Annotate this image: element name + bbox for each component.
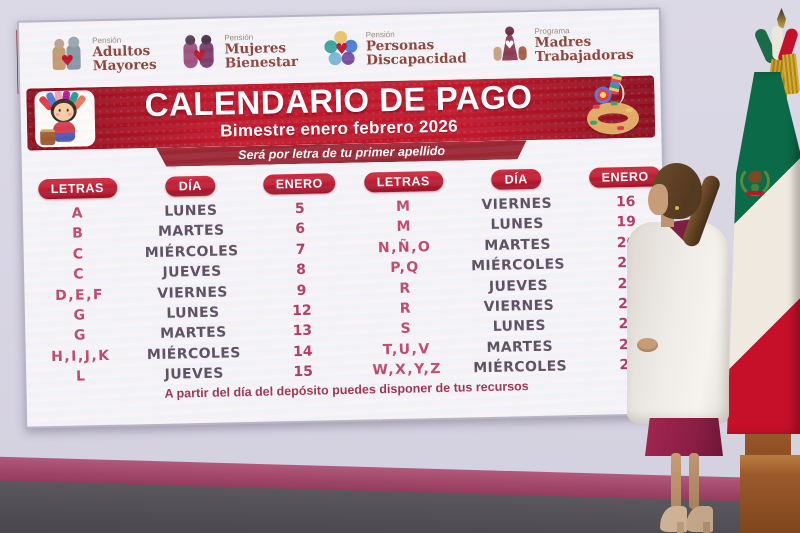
gold-fringe xyxy=(781,53,800,95)
table-cell-date: 13 xyxy=(292,323,313,340)
burgundy-skirt xyxy=(645,418,723,456)
table-cell-letters: H,I,J,K xyxy=(50,347,111,365)
table-cell-day: MIÉRCOLES xyxy=(470,256,566,275)
table-cell-date: 6 xyxy=(295,221,306,238)
coat-of-arms-eagle xyxy=(748,171,762,183)
white-coat xyxy=(627,222,729,424)
madres-trabajadoras-icon: ♥ xyxy=(491,26,528,67)
table-cell-letters: M xyxy=(396,218,413,236)
table-cell-date: 15 xyxy=(293,363,314,381)
table-cell-day: MARTES xyxy=(486,338,554,356)
mujeres-bienestar-icon: ♥ xyxy=(181,33,218,74)
table-cell-letters: R xyxy=(399,280,412,297)
mexican-flag xyxy=(724,8,800,533)
column-header-letras: LETRAS xyxy=(37,177,118,200)
table-cell-letters: B xyxy=(72,225,85,243)
lele-doll-illustration xyxy=(34,90,96,148)
adultos-mayores-icon: ♥ xyxy=(49,35,86,76)
presentation-screen: ♥ Pensión Adultos Mayores ♥ Pensión Muje… xyxy=(16,7,670,429)
shoe-heel xyxy=(703,522,710,533)
table-cell-day: JUEVES xyxy=(488,277,549,295)
table-cell-day: LUNES xyxy=(166,304,220,322)
shoe-heel xyxy=(677,522,684,533)
program-name-line2: Discapacidad xyxy=(366,49,467,69)
pay-table-left: LETRAS DÍA ENERO A LUNES 5 B MARTES 6 C MIÉRCOL… xyxy=(36,170,340,388)
program-name-line2: Mayores xyxy=(92,56,157,74)
rosca-de-reyes-illustration xyxy=(580,73,647,139)
table-cell-letters: P,Q xyxy=(390,259,420,277)
column-header-dia: DÍA xyxy=(165,175,216,197)
standing-woman xyxy=(615,150,755,533)
table-cell-day: MIÉRCOLES xyxy=(144,242,239,261)
table-cell-day: LUNES xyxy=(164,202,218,220)
table-cell-letters: S xyxy=(400,320,413,338)
table-cell-day: LUNES xyxy=(490,216,544,234)
earring xyxy=(675,206,679,210)
leg xyxy=(689,453,699,509)
table-cell-letters: T,U,V xyxy=(382,340,431,358)
table-cell-letters: W,X,Y,Z xyxy=(372,361,443,379)
table-cell-letters: C xyxy=(72,246,85,263)
table-cell-date: 8 xyxy=(296,261,307,279)
face-profile xyxy=(648,184,668,215)
table-cell-date: 7 xyxy=(295,241,306,258)
program-name-line2: Bienestar xyxy=(224,53,299,72)
logo-programa-madres-trabajadoras: ♥ Programa Madres Trabajadoras xyxy=(491,24,634,67)
coat-of-arms-base xyxy=(746,191,764,195)
personas-discapacidad-icon: ♥ xyxy=(323,30,360,71)
table-cell-day: LUNES xyxy=(492,318,547,336)
program-logos-strip: ♥ Pensión Adultos Mayores ♥ Pensión Muje… xyxy=(19,9,660,84)
column-header-letras: LETRAS xyxy=(363,170,443,193)
table-cell-letters: L xyxy=(75,368,87,385)
leg xyxy=(671,453,681,509)
table-cell-day: JUEVES xyxy=(164,365,224,383)
table-cell-letters: G xyxy=(73,327,88,345)
logo-pension-personas-discapacidad: ♥ Pensión Personas Discapacidad xyxy=(323,27,467,70)
table-cell-date: 14 xyxy=(292,343,313,360)
table-cell-day: VIERNES xyxy=(481,195,553,214)
table-cell-day: MIÉRCOLES xyxy=(146,344,241,363)
table-cell-day: VIERNES xyxy=(157,283,228,302)
table-cell-letters: A xyxy=(71,205,85,222)
flagpole-finial xyxy=(777,8,786,28)
table-cell-day: MARTES xyxy=(484,236,552,254)
table-cell-letters: R xyxy=(399,300,413,317)
table-cell-letters: M xyxy=(395,198,412,215)
coat-of-arms-cactus xyxy=(751,184,759,191)
table-cell-day: VIERNES xyxy=(483,297,555,316)
column-header-dia: DÍA xyxy=(491,168,541,190)
column-header-enero: ENERO xyxy=(262,173,336,195)
table-cell-letters: N,Ñ,O xyxy=(377,238,432,257)
logo-pension-adultos-mayores: ♥ Pensión Adultos Mayores xyxy=(49,34,157,76)
table-cell-day: MARTES xyxy=(157,222,225,241)
table-cell-date: 9 xyxy=(296,282,307,299)
table-cell-date: 12 xyxy=(292,302,312,320)
table-cell-day: MARTES xyxy=(159,324,227,343)
table-cell-date: 5 xyxy=(294,200,305,218)
table-cell-day: MIÉRCOLES xyxy=(473,358,568,377)
table-cell-day: JUEVES xyxy=(162,263,222,281)
clasped-hands xyxy=(637,338,658,352)
table-cell-letters: G xyxy=(73,307,87,324)
program-name-line2: Trabajadoras xyxy=(534,46,634,65)
table-cell-letters: D,E,F xyxy=(54,286,105,304)
payment-calendar-tables: LETRAS DÍA ENERO A LUNES 5 B MARTES 6 C MIÉRCOL… xyxy=(36,164,662,388)
calendar-banner: CALENDARIO DE PAGO Bimestre enero febrer… xyxy=(26,73,656,151)
table-cell-letters: C xyxy=(73,266,86,283)
logo-pension-mujeres-bienestar: ♥ Pensión Mujeres Bienestar xyxy=(181,31,298,73)
